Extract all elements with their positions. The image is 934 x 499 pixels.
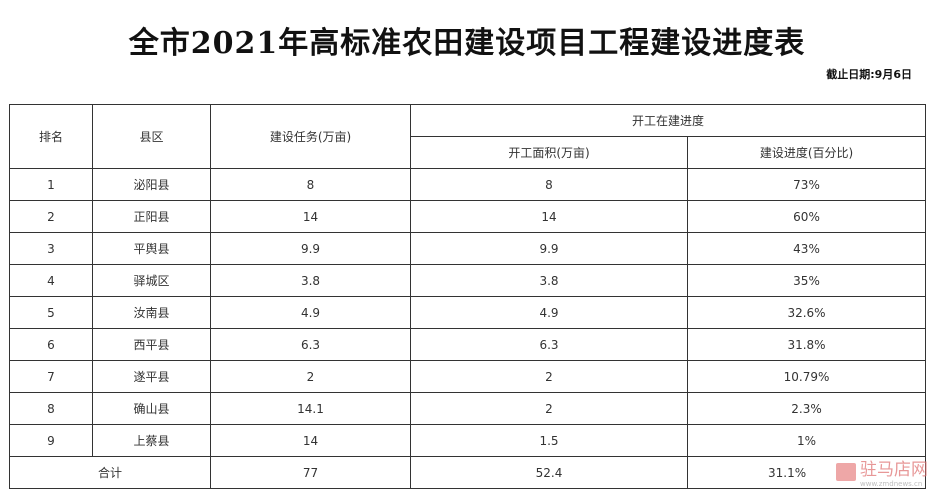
- cell-task: 14.1: [210, 392, 411, 425]
- cell-task: 3.8: [210, 264, 411, 297]
- cell-rank: 7: [9, 360, 93, 393]
- cell-rank: 5: [9, 296, 93, 329]
- cell-rank: 3: [9, 232, 93, 265]
- cell-rank: 9: [9, 424, 93, 457]
- cell-progress: 2.3%: [686, 392, 927, 425]
- cell-county: 确山县: [92, 392, 211, 425]
- header-rank: 排名: [9, 104, 93, 169]
- cell-rank: 4: [9, 264, 93, 297]
- watermark-text: 驻马店网: [860, 460, 928, 480]
- cell-county: 汝南县: [92, 296, 211, 329]
- cell-task: 4.9: [210, 296, 411, 329]
- cell-task: 14: [210, 424, 411, 457]
- cell-area: 14: [410, 200, 688, 233]
- watermark-logo-icon: [836, 463, 856, 481]
- cell-progress: 1%: [686, 424, 927, 457]
- cell-area: 2: [410, 360, 688, 393]
- total-area: 52.4: [410, 456, 688, 489]
- watermark-url: www.zmdnews.cn: [860, 480, 923, 488]
- cell-progress: 73%: [686, 168, 927, 201]
- cell-task: 9.9: [210, 232, 411, 265]
- table-row: 3 平舆县 9.9 9.9 43%: [9, 232, 927, 265]
- cell-area: 1.5: [410, 424, 688, 457]
- page-title: 全市2021年高标准农田建设项目工程建设进度表: [128, 26, 806, 61]
- cell-rank: 2: [9, 200, 93, 233]
- header-progress: 建设进度(百分比): [686, 136, 927, 169]
- cell-area: 9.9: [410, 232, 688, 265]
- cell-rank: 8: [9, 392, 93, 425]
- cell-rank: 1: [9, 168, 93, 201]
- header-county: 县区: [92, 104, 211, 169]
- progress-table: 排名 县区 建设任务(万亩) 开工在建进度 开工面积(万亩) 建设进度(百分比)…: [9, 104, 927, 489]
- header-group: 开工在建进度: [409, 104, 927, 137]
- cell-task: 6.3: [210, 328, 411, 361]
- table-row: 5 汝南县 4.9 4.9 32.6%: [9, 296, 927, 329]
- cell-progress: 32.6%: [686, 296, 927, 329]
- cell-county: 泌阳县: [92, 168, 211, 201]
- cell-county: 驿城区: [92, 264, 211, 297]
- table-row: 4 驿城区 3.8 3.8 35%: [9, 264, 927, 297]
- total-progress: 31.1%: [686, 456, 927, 489]
- cell-county: 西平县: [92, 328, 211, 361]
- cell-task: 14: [210, 200, 411, 233]
- cell-task: 8: [210, 168, 411, 201]
- cell-progress: 31.8%: [686, 328, 927, 361]
- watermark: 驻马店网 www.zmdnews.cn: [836, 461, 928, 489]
- header-task: 建设任务(万亩): [210, 104, 411, 169]
- cutoff-date: 截止日期:9月6日: [826, 68, 912, 81]
- table-row: 2 正阳县 14 14 60%: [9, 200, 927, 233]
- cell-progress: 43%: [686, 232, 927, 265]
- table-row: 7 遂平县 2 2 10.79%: [9, 360, 927, 393]
- table-row: 8 确山县 14.1 2 2.3%: [9, 392, 927, 425]
- cell-progress: 10.79%: [686, 360, 927, 393]
- table-row: 1 泌阳县 8 8 73%: [9, 168, 927, 201]
- cell-progress: 35%: [686, 264, 927, 297]
- cell-area: 3.8: [410, 264, 688, 297]
- header-area: 开工面积(万亩): [410, 136, 688, 169]
- total-task: 77: [210, 456, 411, 489]
- cell-county: 平舆县: [92, 232, 211, 265]
- cell-county: 正阳县: [92, 200, 211, 233]
- table-row: 6 西平县 6.3 6.3 31.8%: [9, 328, 927, 361]
- cell-progress: 60%: [686, 200, 927, 233]
- cell-area: 4.9: [410, 296, 688, 329]
- cell-area: 6.3: [410, 328, 688, 361]
- cell-county: 上蔡县: [92, 424, 211, 457]
- total-label: 合计: [9, 456, 211, 489]
- cell-area: 2: [410, 392, 688, 425]
- total-row: 合计 77 52.4 31.1%: [9, 456, 927, 489]
- cell-task: 2: [210, 360, 411, 393]
- cell-county: 遂平县: [92, 360, 211, 393]
- cell-area: 8: [410, 168, 688, 201]
- cell-rank: 6: [9, 328, 93, 361]
- table-row: 9 上蔡县 14 1.5 1%: [9, 424, 927, 457]
